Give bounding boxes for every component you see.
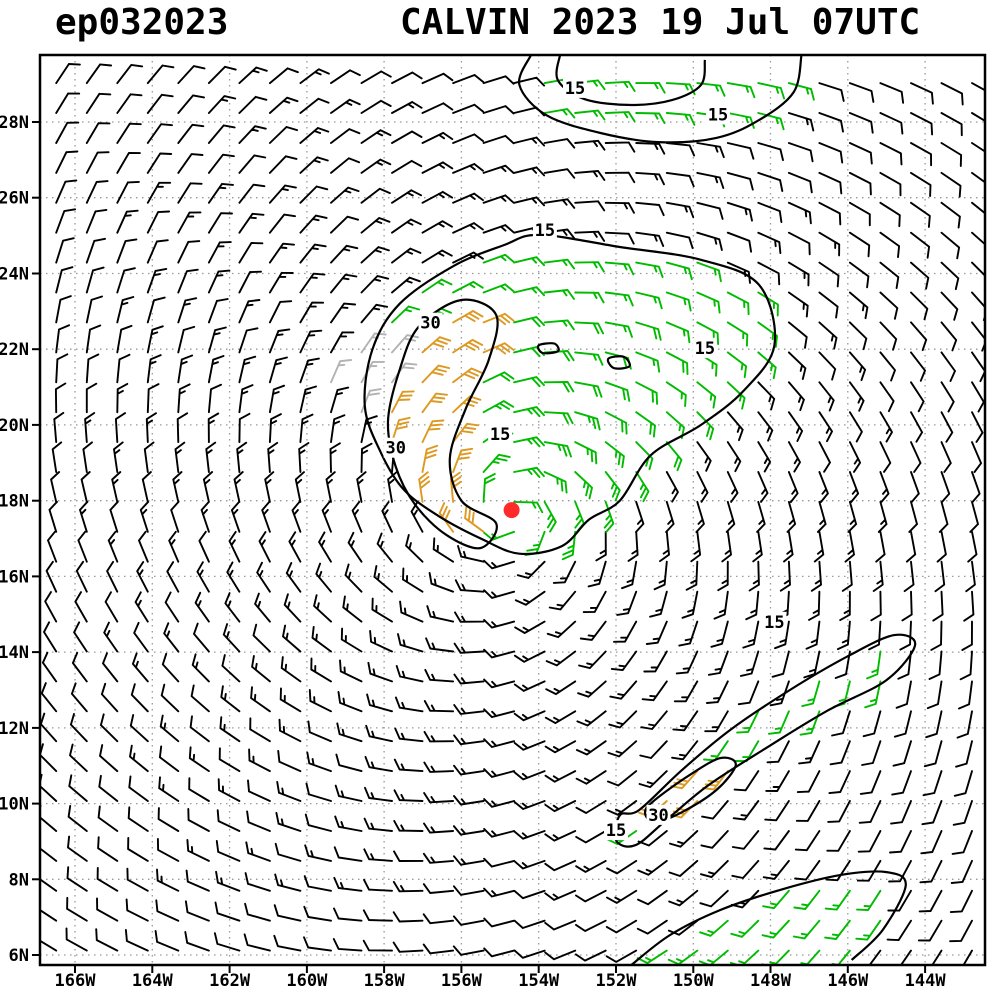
wind-barbs-green bbox=[391, 78, 882, 965]
contour-15-top-15-outer bbox=[517, 55, 803, 144]
y-tick-label: 16N bbox=[0, 567, 29, 587]
contour-15-inner-pocket-b bbox=[606, 355, 631, 370]
x-tick-label: 154W bbox=[518, 971, 560, 989]
contour-label: 30 bbox=[648, 806, 668, 826]
axes: 28N 26N 24N 22N 20N 18N 16N 14N 12N 10N 8N 6N 166W 16… bbox=[0, 113, 946, 989]
contour-labels: 15 15 15 30 15 30 15 15 30 15 bbox=[383, 77, 787, 841]
contour-label: 15 bbox=[708, 105, 728, 125]
y-tick-label: 14N bbox=[0, 643, 29, 663]
y-tick-label: 8N bbox=[9, 870, 29, 890]
contour-15-se-15-band bbox=[613, 633, 917, 848]
contour-label: 15 bbox=[490, 425, 510, 445]
contour-label-bg bbox=[762, 611, 787, 632]
x-tick-label: 144W bbox=[905, 971, 947, 989]
x-tick-label: 162W bbox=[209, 971, 251, 989]
contour-label-bg bbox=[383, 437, 408, 458]
contour-label: 30 bbox=[420, 314, 440, 334]
contour-label-bg bbox=[706, 104, 730, 125]
contour-label: 15 bbox=[606, 821, 626, 841]
contour-label: 30 bbox=[385, 439, 405, 459]
x-tick-label: 160W bbox=[286, 971, 328, 989]
contour-15-top-15-inner bbox=[555, 55, 706, 107]
plot-area: 15 15 15 30 15 30 15 15 30 15 bbox=[40, 55, 985, 965]
contour-label-bg bbox=[604, 820, 628, 841]
y-tick-label: 22N bbox=[0, 340, 29, 360]
wind-speed-contours bbox=[363, 55, 917, 965]
contour-30-main-30 bbox=[386, 298, 499, 550]
x-tick-label: 150W bbox=[673, 971, 715, 989]
storm-id-title: ep032023 bbox=[55, 2, 229, 43]
contour-label-bg bbox=[692, 338, 717, 359]
y-tick-label: 24N bbox=[0, 265, 29, 285]
wind-barbs-black bbox=[40, 63, 985, 965]
x-tick-label: 158W bbox=[364, 971, 406, 989]
y-tick-label: 6N bbox=[9, 946, 29, 966]
contour-label-bg bbox=[488, 424, 513, 444]
contour-label: 15 bbox=[535, 221, 555, 241]
contour-15-main-15 bbox=[363, 233, 777, 556]
storm-center-marker bbox=[503, 502, 520, 519]
contour-30-se-30 bbox=[643, 756, 737, 824]
contour-15-inner-pocket-a bbox=[536, 342, 560, 355]
contour-label-bg bbox=[418, 312, 443, 333]
contour-label: 15 bbox=[695, 339, 715, 359]
y-tick-label: 10N bbox=[0, 795, 29, 815]
x-tick-label: 146W bbox=[827, 971, 869, 989]
x-tick-label: 156W bbox=[441, 971, 483, 989]
contour-label-bg bbox=[646, 804, 671, 825]
y-tick-label: 18N bbox=[0, 492, 29, 512]
gridlines bbox=[40, 55, 985, 965]
y-tick-label: 12N bbox=[0, 719, 29, 739]
contour-label-bg bbox=[532, 219, 557, 240]
x-tick-label: 164W bbox=[132, 971, 174, 989]
y-tick-label: 26N bbox=[0, 189, 29, 209]
contour-15-bottom-15-band bbox=[630, 870, 907, 965]
y-tick-label: 28N bbox=[0, 113, 29, 133]
plot-border bbox=[38, 53, 987, 967]
chart-title: CALVIN 2023 19 Jul 07UTC bbox=[400, 2, 921, 43]
x-tick-label: 152W bbox=[596, 971, 638, 989]
contour-label: 15 bbox=[764, 613, 784, 633]
y-tick-label: 20N bbox=[0, 416, 29, 436]
x-tick-label: 148W bbox=[750, 971, 792, 989]
contour-label-bg bbox=[563, 77, 587, 98]
contour-label: 15 bbox=[565, 79, 585, 99]
x-tick-label: 166W bbox=[55, 971, 97, 989]
